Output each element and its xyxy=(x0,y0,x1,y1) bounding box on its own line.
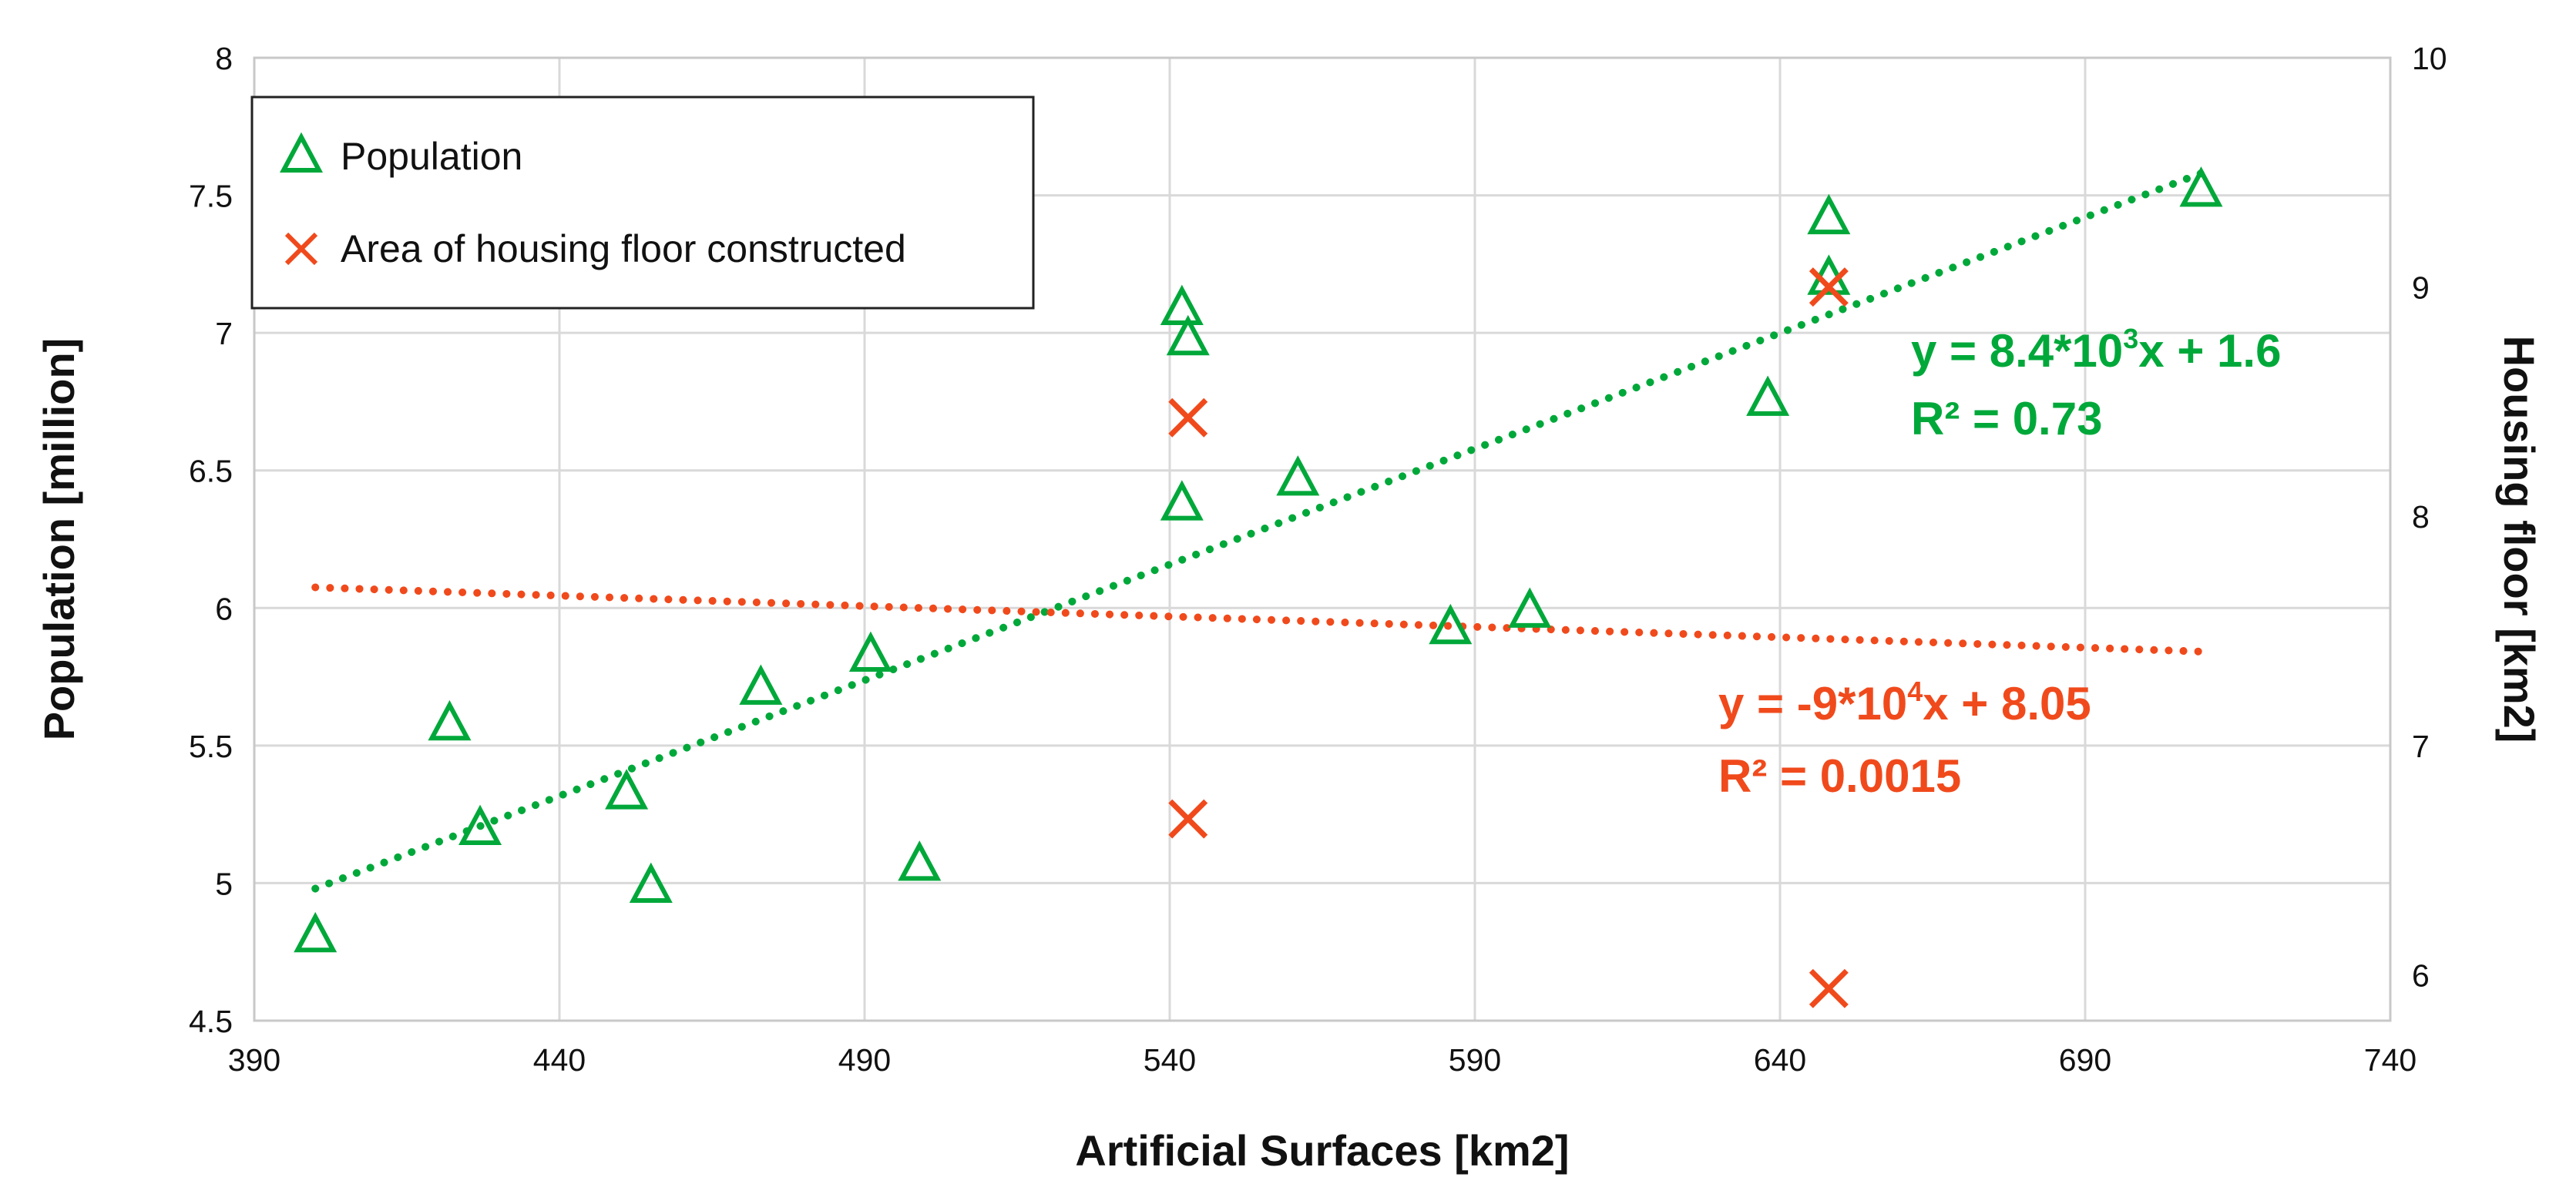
population-point xyxy=(428,699,472,741)
x-axis-ticks: 390 440 490 540 590 640 690 740 xyxy=(228,1042,2416,1078)
housing-trend-equation: y = -9*104x + 8.05 xyxy=(1718,676,2091,729)
population-point xyxy=(848,631,892,672)
population-point xyxy=(605,769,649,810)
population-point xyxy=(629,862,673,903)
y-tick-label: 5.5 xyxy=(189,729,233,764)
legend-triangle-icon xyxy=(279,132,324,173)
legend-label-population: Population xyxy=(341,135,522,178)
housing-trend-r2: R² = 0.0015 xyxy=(1718,750,1961,802)
x-tick-label: 490 xyxy=(838,1042,891,1078)
y2-tick-label: 8 xyxy=(2412,499,2430,535)
y2-tick-label: 6 xyxy=(2412,957,2430,993)
population-point xyxy=(458,804,502,845)
population-trend-r2: R² = 0.73 xyxy=(1911,393,2102,444)
population-trend-annotation: y = 8.4*103x + 1.6 R² = 0.73 xyxy=(1911,323,2281,444)
y2-axis-title: Housing floor [km2] xyxy=(2495,336,2544,743)
y-tick-label: 6.5 xyxy=(189,454,233,489)
y-tick-label: 5 xyxy=(215,866,233,901)
population-point xyxy=(1276,455,1320,496)
x-mark-stroke xyxy=(1168,397,1208,438)
trendlines xyxy=(311,169,2205,893)
legend-box xyxy=(250,96,1035,310)
y2-axis-ticks: 6 7 8 9 10 xyxy=(2412,41,2447,993)
x-mark-stroke xyxy=(1168,799,1208,839)
plot-area-frame xyxy=(253,56,2392,1022)
x-tick-label: 740 xyxy=(2364,1042,2416,1078)
legend-x-icon xyxy=(284,232,318,266)
housing-floor-point xyxy=(1809,968,1849,1008)
x-axis-title: Artificial Surfaces [km2] xyxy=(1075,1126,1569,1175)
y-tick-label: 4.5 xyxy=(189,1004,233,1039)
data-markers xyxy=(294,166,2223,1008)
population-point xyxy=(898,840,942,881)
y-tick-label: 7.5 xyxy=(189,179,233,214)
housing-floor-point xyxy=(1809,267,1849,307)
legend-label-housing-floor: Area of housing floor constructed xyxy=(341,227,906,270)
population-point xyxy=(2179,166,2223,207)
y-tick-label: 6 xyxy=(215,591,233,626)
x-tick-label: 690 xyxy=(2059,1042,2111,1078)
y2-tick-label: 10 xyxy=(2412,41,2447,76)
population-trendline xyxy=(311,169,2205,893)
y2-tick-label: 7 xyxy=(2412,729,2430,764)
y2-tick-label: 9 xyxy=(2412,270,2430,306)
x-mark-stroke xyxy=(1809,267,1849,307)
y-tick-label: 8 xyxy=(215,41,233,76)
population-point xyxy=(294,911,338,953)
population-point xyxy=(1160,480,1204,521)
x-tick-label: 590 xyxy=(1449,1042,1501,1078)
population-point xyxy=(739,664,783,705)
x-tick-label: 640 xyxy=(1754,1042,1806,1078)
y-axis-ticks: 4.5 5 5.5 6 6.5 7 7.5 8 xyxy=(189,41,233,1039)
x-mark-stroke xyxy=(1809,968,1849,1008)
x-tick-label: 540 xyxy=(1144,1042,1196,1078)
population-point xyxy=(1160,284,1204,325)
y-axis-title: Population [million] xyxy=(35,338,83,741)
population-point xyxy=(1508,587,1552,628)
legend: Population Area of housing floor constru… xyxy=(250,96,1035,310)
housing-floor-point xyxy=(1168,397,1208,438)
population-point xyxy=(1746,375,1790,416)
x-tick-label: 390 xyxy=(228,1042,280,1078)
population-trend-equation: y = 8.4*103x + 1.6 xyxy=(1911,323,2281,377)
population-point xyxy=(1807,193,1851,235)
y-tick-label: 7 xyxy=(215,316,233,351)
housing-floor-point xyxy=(1168,799,1208,839)
housing-floor-trendline xyxy=(311,583,2205,656)
population-point xyxy=(1166,314,1210,356)
population-point xyxy=(1429,603,1473,645)
x-tick-label: 440 xyxy=(533,1042,586,1078)
housing-trend-annotation: y = -9*104x + 8.05 R² = 0.0015 xyxy=(1718,676,2091,802)
